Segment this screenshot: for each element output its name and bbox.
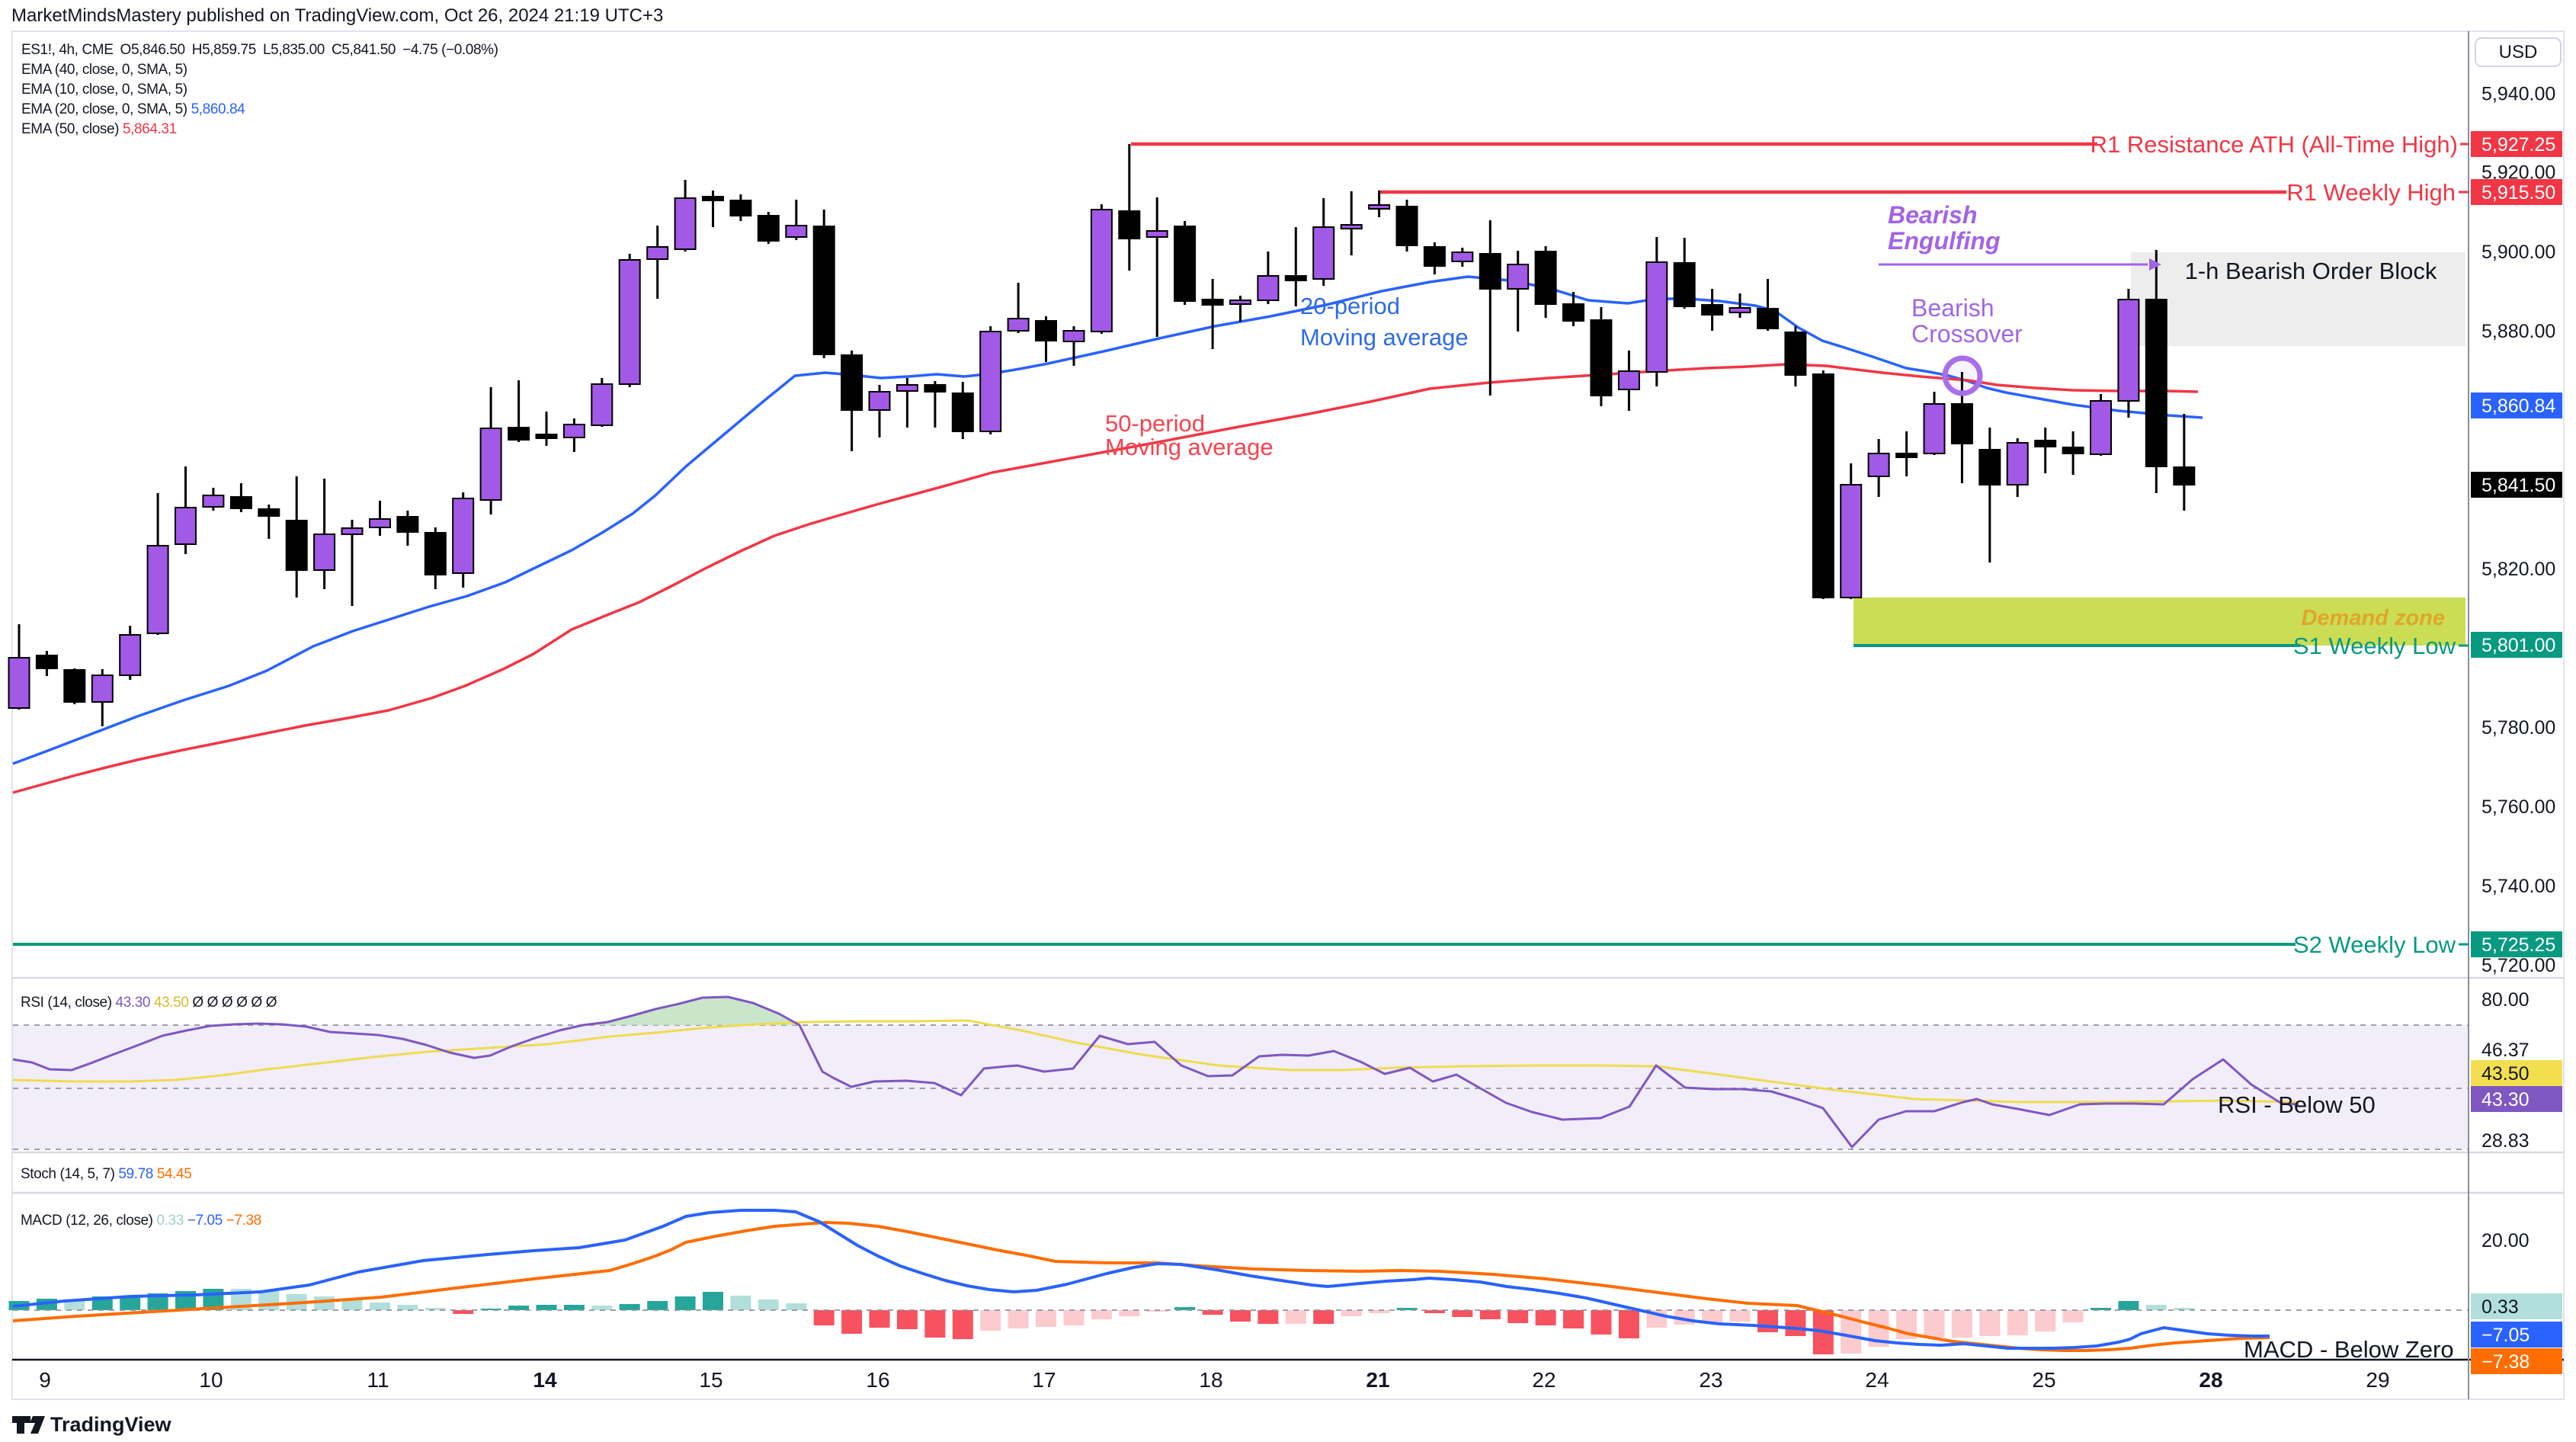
svg-text:5,760.00: 5,760.00	[2481, 796, 2555, 818]
svg-text:29: 29	[2366, 1368, 2389, 1392]
svg-text:22: 22	[1532, 1368, 1556, 1392]
svg-text:80.00: 80.00	[2481, 989, 2530, 1011]
svg-text:10: 10	[199, 1368, 223, 1392]
svg-text:S2 Weekly Low: S2 Weekly Low	[2293, 931, 2456, 958]
svg-text:S1 Weekly Low: S1 Weekly Low	[2293, 633, 2456, 659]
svg-text:RSI - Below 50: RSI - Below 50	[2218, 1091, 2376, 1118]
svg-text:5,915.50: 5,915.50	[2481, 182, 2555, 203]
svg-text:14: 14	[533, 1368, 557, 1392]
svg-text:28: 28	[2199, 1368, 2222, 1392]
svg-text:43.50: 43.50	[2481, 1063, 2530, 1085]
svg-text:MarketMindsMastery published o: MarketMindsMastery published on TradingV…	[11, 5, 663, 26]
svg-text:11: 11	[367, 1368, 389, 1392]
svg-text:5,720.00: 5,720.00	[2481, 955, 2555, 976]
svg-text:MACD - Below Zero: MACD - Below Zero	[2244, 1336, 2454, 1363]
svg-text:5,860.84: 5,860.84	[2481, 396, 2555, 417]
svg-text:5,780.00: 5,780.00	[2481, 717, 2555, 739]
svg-text:R1 Weekly High: R1 Weekly High	[2286, 179, 2456, 206]
svg-text:Moving average: Moving average	[1105, 434, 1274, 460]
svg-text:Stoch (14, 5, 7) 59.78 54.45: Stoch (14, 5, 7) 59.78 54.45	[21, 1166, 191, 1182]
svg-text:5,820.00: 5,820.00	[2481, 559, 2555, 580]
svg-text:RSI (14, close) 43.30 43.50 Ø: RSI (14, close) 43.30 43.50 Ø Ø Ø Ø Ø Ø	[21, 995, 277, 1011]
svg-text:15: 15	[699, 1368, 722, 1392]
svg-text:0.33: 0.33	[2481, 1296, 2519, 1318]
svg-text:USD: USD	[2499, 42, 2538, 62]
svg-text:43.30: 43.30	[2481, 1089, 2530, 1110]
svg-text:5,740.00: 5,740.00	[2481, 876, 2555, 897]
svg-text:50-period: 50-period	[1105, 410, 1205, 437]
svg-text:25: 25	[2032, 1368, 2055, 1392]
svg-text:5,940.00: 5,940.00	[2481, 84, 2555, 105]
svg-text:5,900.00: 5,900.00	[2481, 242, 2555, 263]
svg-text:5,841.50: 5,841.50	[2481, 475, 2555, 496]
svg-text:Moving average: Moving average	[1300, 324, 1469, 351]
svg-text:5,725.25: 5,725.25	[2481, 934, 2555, 956]
svg-text:MACD (12, 26, close) 0.33 −7.0: MACD (12, 26, close) 0.33 −7.05 −7.38	[21, 1213, 261, 1229]
svg-text:20.00: 20.00	[2481, 1230, 2530, 1251]
svg-text:18: 18	[1199, 1368, 1222, 1392]
svg-text:Bearish: Bearish	[1888, 201, 1977, 229]
svg-text:1-h Bearish Order Block: 1-h Bearish Order Block	[2185, 258, 2437, 284]
svg-text:ES1!, 4h, CME O5,846.50 H5,859: ES1!, 4h, CME O5,846.50 H5,859.75 L5,835…	[21, 42, 498, 58]
svg-text:Bearish: Bearish	[1911, 294, 1994, 322]
svg-text:EMA (10, close, 0, SMA, 5): EMA (10, close, 0, SMA, 5)	[21, 82, 187, 98]
svg-text:28.83: 28.83	[2481, 1130, 2530, 1152]
svg-text:Engulfing: Engulfing	[1888, 227, 2001, 255]
svg-text:Demand zone: Demand zone	[2301, 606, 2445, 630]
svg-text:9: 9	[39, 1368, 51, 1392]
svg-text:TradingView: TradingView	[50, 1413, 172, 1436]
svg-text:46.37: 46.37	[2481, 1040, 2530, 1061]
svg-text:24: 24	[1865, 1368, 1889, 1392]
svg-text:17: 17	[1032, 1368, 1056, 1392]
svg-text:5,880.00: 5,880.00	[2481, 321, 2555, 342]
svg-text:EMA (40, close, 0, SMA, 5): EMA (40, close, 0, SMA, 5)	[21, 62, 187, 78]
svg-text:EMA (50, close) 5,864.31: EMA (50, close) 5,864.31	[21, 121, 177, 137]
svg-text:5,801.00: 5,801.00	[2481, 635, 2555, 656]
svg-text:16: 16	[866, 1368, 889, 1392]
svg-text:R1 Resistance ATH (All-Time Hi: R1 Resistance ATH (All-Time High)	[2091, 131, 2458, 158]
svg-text:−7.05: −7.05	[2481, 1325, 2530, 1346]
svg-text:−7.38: −7.38	[2481, 1351, 2530, 1373]
svg-text:20-period: 20-period	[1300, 293, 1400, 319]
svg-text:Crossover: Crossover	[1911, 320, 2023, 348]
svg-text:21: 21	[1366, 1368, 1389, 1392]
svg-text:23: 23	[1699, 1368, 1722, 1392]
svg-text:EMA (20, close, 0, SMA, 5) 5,8: EMA (20, close, 0, SMA, 5) 5,860.84	[21, 101, 245, 117]
svg-text:5,927.25: 5,927.25	[2481, 134, 2555, 155]
